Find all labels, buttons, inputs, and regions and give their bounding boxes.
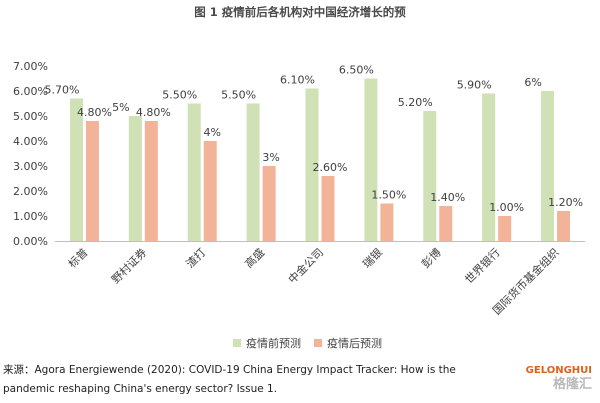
bar-value-label: 6.10%: [280, 74, 315, 87]
x-category-label: 渣打: [183, 245, 208, 270]
bar-value-label: 1.50%: [371, 189, 406, 202]
y-tick-label: 1.00%: [13, 210, 48, 223]
source-note: 来源：Agora Energiewende (2020): COVID-19 C…: [3, 364, 456, 395]
x-category-label: 野村证券: [108, 245, 149, 286]
bar: [541, 91, 555, 241]
x-category-label: 彭博: [418, 245, 443, 270]
bar: [69, 98, 83, 241]
bar: [380, 203, 394, 241]
x-category-label: 中金公司: [285, 245, 326, 286]
watermark-brand: 格隆汇: [552, 377, 592, 392]
watermark: GELONGHUI 格隆汇: [526, 364, 592, 392]
bar-value-label: 6.50%: [339, 64, 374, 77]
bar-value-label: 1.40%: [430, 191, 465, 204]
bar: [364, 78, 378, 241]
bars: [69, 78, 571, 241]
bar-value-label: 4.80%: [77, 106, 112, 119]
bar: [85, 121, 99, 241]
bar-value-label: 5.90%: [457, 79, 492, 92]
value-labels: 5.70% 5% 5.50% 5.50% 6.10% 6.50% 5.20% 5.90% 6% 4…: [44, 64, 583, 215]
y-axis: 0.00% 1.00% 2.00% 3.00% 4.00% 5.00% 6.00% 7.00%: [13, 60, 48, 248]
y-tick-label: 2.00%: [13, 185, 48, 198]
bar: [321, 176, 335, 241]
x-category-label: 高盛: [242, 245, 267, 270]
y-tick-label: 0.00%: [13, 235, 48, 248]
bar-value-label: 4.80%: [136, 106, 171, 119]
legend: 疫情前预测 疫情后预测: [233, 336, 382, 350]
bar-value-label: 5.50%: [221, 89, 256, 102]
bar-value-label: 5.50%: [162, 89, 197, 102]
y-tick-label: 4.00%: [13, 135, 48, 148]
bar: [498, 216, 512, 241]
y-tick-label: 3.00%: [13, 160, 48, 173]
bar: [128, 116, 142, 241]
y-tick-label: 5.00%: [13, 110, 48, 123]
legend-swatch: [314, 339, 322, 347]
bar: [144, 121, 158, 241]
bar-value-label: 2.60%: [313, 161, 348, 174]
legend-label: 疫情后预测: [327, 336, 382, 350]
bar: [482, 93, 496, 241]
bar: [557, 211, 571, 241]
legend-label: 疫情前预测: [246, 336, 301, 350]
bar-value-label: 3%: [262, 151, 279, 164]
bar-value-label: 1.20%: [548, 196, 583, 209]
bar-value-label: 1.00%: [489, 201, 524, 214]
bar: [187, 103, 201, 241]
bar-value-label: 5%: [112, 101, 129, 114]
x-category-label: 瑞银: [360, 245, 385, 270]
x-category-label: 标普: [65, 245, 90, 270]
bar: [262, 166, 276, 241]
bar-value-label: 4%: [203, 126, 220, 139]
y-tick-label: 6.00%: [13, 85, 48, 98]
bar-value-label: 5.70%: [44, 84, 79, 97]
x-category-label: 世界银行: [462, 245, 503, 286]
bar: [423, 111, 437, 241]
bar: [439, 206, 453, 241]
legend-swatch: [233, 339, 241, 347]
bar-value-label: 6%: [524, 76, 541, 89]
y-tick-label: 7.00%: [13, 60, 48, 73]
bar: [305, 88, 319, 241]
chart-title: 图 1 疫情前后各机构对中国经济增长的预: [194, 5, 406, 19]
bar: [246, 103, 260, 241]
bar: [203, 141, 217, 241]
bar-value-label: 5.20%: [398, 96, 433, 109]
bar-chart: 0.00% 1.00% 2.00% 3.00% 4.00% 5.00% 6.00% 7.00%…: [13, 60, 585, 350]
watermark-domain: GELONGHUI: [525, 365, 592, 376]
